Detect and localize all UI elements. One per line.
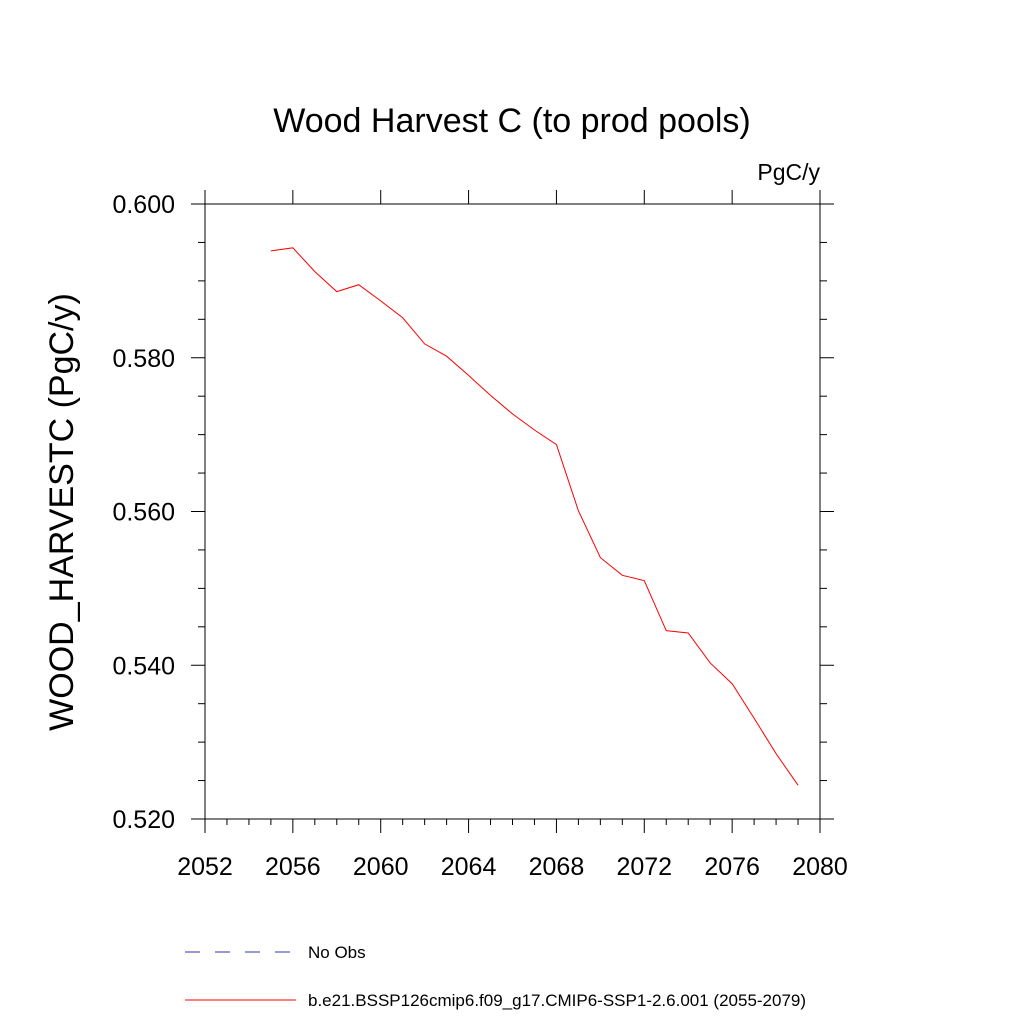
legend-label-no-obs: No Obs <box>308 943 366 962</box>
x-tick-label: 2052 <box>177 853 233 881</box>
axis-tick-labels: 2052 2056 2060 2064 2068 2072 2076 2080 0.520 0.5… <box>112 191 847 881</box>
x-tick-label: 2064 <box>441 853 497 881</box>
y-tick-label: 0.600 <box>112 191 175 219</box>
y-tick-label: 0.580 <box>112 345 175 373</box>
x-tick-label: 2068 <box>529 853 585 881</box>
y-tick-label: 0.560 <box>112 499 175 527</box>
legend: No Obs b.e21.BSSP126cmip6.f09_g17.CMIP6-… <box>185 943 806 1010</box>
axis-ticks <box>191 190 834 833</box>
legend-label-model: b.e21.BSSP126cmip6.f09_g17.CMIP6-SSP1-2.… <box>308 991 806 1010</box>
series-line-0 <box>270 247 799 786</box>
y-tick-label: 0.520 <box>112 806 175 834</box>
series-lines <box>270 247 799 786</box>
y-tick-label: 0.540 <box>112 652 175 680</box>
x-tick-label: 2076 <box>704 853 760 881</box>
x-tick-label: 2056 <box>265 853 321 881</box>
units-label: PgC/y <box>757 159 820 185</box>
x-tick-label: 2072 <box>616 853 672 881</box>
chart-title: Wood Harvest C (to prod pools) <box>273 102 750 140</box>
x-tick-label: 2060 <box>353 853 409 881</box>
y-axis-label: WOOD_HARVESTC (PgC/y) <box>43 293 81 731</box>
x-tick-label: 2080 <box>792 853 848 881</box>
plot-frame <box>204 203 821 820</box>
